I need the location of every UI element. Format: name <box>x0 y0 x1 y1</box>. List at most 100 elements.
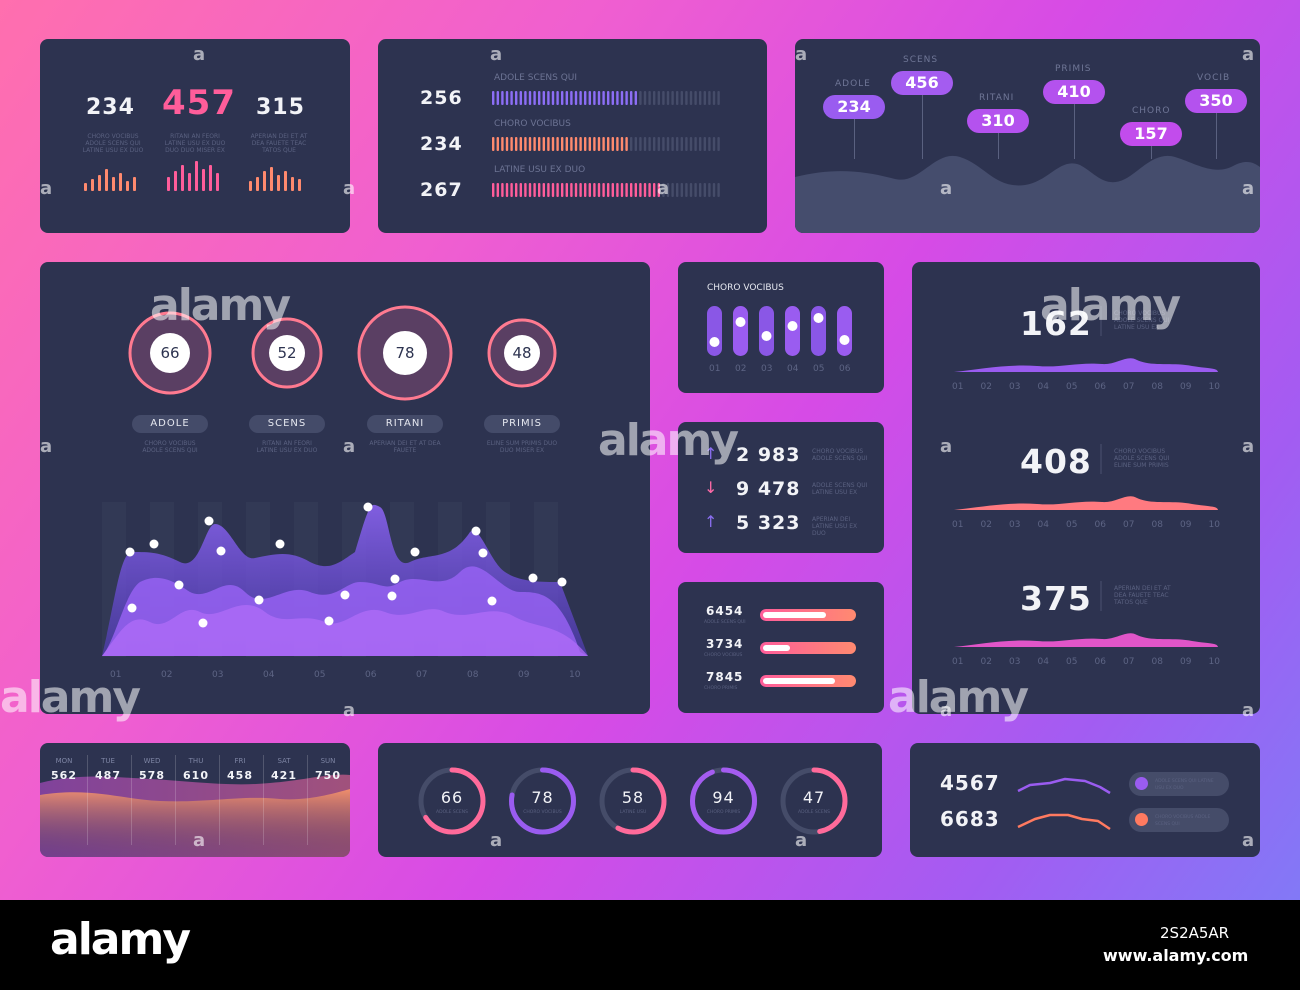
bar-value: 256 <box>420 87 463 109</box>
watermark-mark-icon: a <box>940 700 953 721</box>
bar-segment <box>671 137 674 151</box>
bar-segment <box>579 91 582 105</box>
pill-stem <box>1074 104 1075 159</box>
slider-label: 02 <box>735 364 747 374</box>
x-tick-label: 08 <box>467 670 479 680</box>
bar-segment <box>547 183 550 197</box>
bar-segment <box>593 91 596 105</box>
bar-segment <box>639 137 642 151</box>
bar-segment <box>625 183 628 197</box>
pill-value: 310 <box>967 109 1029 133</box>
legend-value: 4567 <box>940 771 1000 795</box>
x-tick-label: 10 <box>1208 382 1220 392</box>
bar-segment <box>611 91 614 105</box>
data-point <box>471 526 481 536</box>
watermark-text: alamy <box>888 672 1029 723</box>
bar-segment <box>492 137 495 151</box>
data-point <box>254 595 264 605</box>
x-tick-label: 09 <box>1180 520 1192 530</box>
bar-segment <box>689 91 693 105</box>
stat-bar <box>209 165 212 191</box>
trend-arrow-icon: ↑ <box>704 444 718 463</box>
x-tick-label: 05 <box>1066 520 1078 530</box>
pill-stem <box>998 133 999 159</box>
x-tick-label: 03 <box>1009 382 1021 392</box>
bar-segment <box>699 91 702 105</box>
watermark-text: alamy <box>598 415 739 466</box>
day-value: 562 <box>51 769 77 782</box>
right-value: 408 <box>1020 442 1092 481</box>
stat-bar <box>188 173 191 191</box>
day-value: 487 <box>95 769 121 782</box>
bar-segment <box>496 137 499 151</box>
watermark-mark-icon: a <box>193 830 206 851</box>
stat-bar <box>263 171 266 191</box>
day-label: THU <box>188 757 204 765</box>
bar-segment <box>703 183 706 197</box>
progress-caption: CHORO VOCIBUS <box>704 653 743 658</box>
bar-value: 234 <box>420 133 463 155</box>
stat-bar <box>202 169 205 191</box>
bar-segment <box>717 137 720 151</box>
trend-caption: APERIAN DEI LATINE USU EX DUO <box>812 516 858 537</box>
pill-value: 456 <box>891 71 953 95</box>
bar-segment <box>630 183 633 197</box>
bar-segment <box>556 91 559 105</box>
x-tick-label: 05 <box>1066 382 1078 392</box>
bar-segment <box>630 137 633 151</box>
bar-segment <box>579 183 582 197</box>
data-point <box>387 591 397 601</box>
circle-tag: SCENS <box>249 415 325 433</box>
panel-right-waves: 162 CHORO VOCIBUS ADOLE SCENS QUI LATINE … <box>912 262 1260 714</box>
bar-segment <box>574 183 578 197</box>
day-value: 578 <box>139 769 165 782</box>
slider-knob <box>839 335 850 345</box>
slider-label: 04 <box>787 364 799 374</box>
bar-segment <box>662 183 665 197</box>
circle-caption: RITANI AN FEORI LATINE USU EX DUO <box>256 440 318 454</box>
bar-segment <box>657 137 660 151</box>
bar-value: 267 <box>420 179 463 201</box>
bar-segment <box>648 91 651 105</box>
circle-value: 52 <box>277 344 297 362</box>
day-label: TUE <box>101 757 115 765</box>
pill-value: 350 <box>1185 89 1247 113</box>
stat-bar <box>91 179 94 191</box>
bar-segment <box>551 183 555 197</box>
panel-trends: ↑ 2 983 CHORO VOCIBUS ADOLE SCENS QUI ↓ 9 47… <box>678 422 884 553</box>
x-tick-label: 07 <box>1123 382 1135 392</box>
stat-bar <box>181 165 184 191</box>
bar-segment <box>671 183 674 197</box>
day-value: 421 <box>271 769 297 782</box>
day-label: FRI <box>234 757 246 765</box>
bar-segment <box>542 137 545 151</box>
bar-segment <box>538 183 541 197</box>
legend-label: ADOLE SCENS QUI LATINE USU EX DUO <box>1155 779 1214 791</box>
footer-image-id: 2S2A5AR <box>1160 924 1230 942</box>
x-tick-label: 06 <box>365 670 377 680</box>
x-tick-label: 06 <box>1094 520 1106 530</box>
bar-segment <box>533 137 536 151</box>
circle-caption: APERIAN DEI ET AT DEA FAUETE <box>369 440 441 454</box>
bar-segment <box>602 183 605 197</box>
bar-segment <box>524 183 527 197</box>
slider-knob <box>787 321 798 331</box>
bar-segment <box>533 91 536 105</box>
bar-segment <box>699 183 702 197</box>
progress-caption: ADOLE SCENS QUI <box>704 620 746 625</box>
bar-segment <box>717 91 720 105</box>
bar-segment <box>634 183 637 197</box>
pill-value: 157 <box>1120 122 1182 146</box>
bar-segment <box>542 91 545 105</box>
bar-segment <box>561 137 564 151</box>
ring-caption: ADOLE SCENS <box>436 810 468 815</box>
day-divider <box>219 755 220 845</box>
bar-segment <box>556 183 559 197</box>
right-value: 162 <box>1020 304 1092 343</box>
watermark-mark-icon: a <box>1242 830 1255 851</box>
right-value: 375 <box>1020 579 1092 618</box>
slider-track <box>837 306 852 356</box>
right-caption: CHORO VOCIBUS ADOLE SCENS QUI LATINE USU… <box>1114 310 1170 331</box>
bar-segment <box>653 137 656 151</box>
panel-week: MON 562 TUE 487 WED 578 THU 610 FRI 458 SAT 421 SUN 7… <box>40 743 350 857</box>
